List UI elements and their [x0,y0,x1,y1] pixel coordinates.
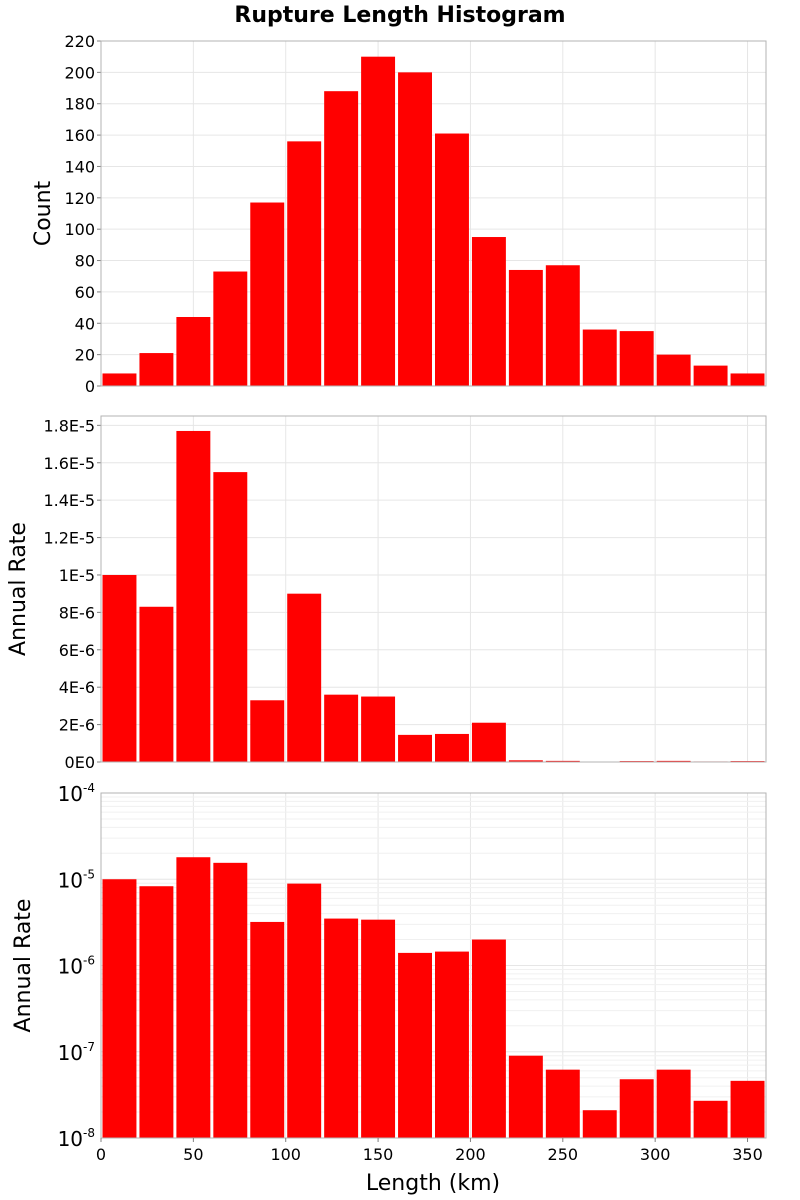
histogram-bar [471,237,506,386]
histogram-bar [398,72,432,386]
histogram-bar [139,353,174,386]
histogram-bar [656,354,691,386]
y-tick-label: 1.6E-5 [43,454,95,473]
histogram-bar [471,722,506,762]
y-tick-label: 120 [64,189,95,208]
histogram-bar [250,921,285,1138]
y-tick-label: 2E-6 [59,716,95,735]
histogram-bar [619,331,654,386]
y-tick-label: 10-6 [58,954,95,979]
histogram-bar [361,919,396,1138]
y-tick-label: 1E-5 [59,566,95,585]
x-tick-label: 50 [183,1145,203,1164]
histogram-bar [287,883,322,1138]
histogram-bar [471,939,506,1138]
histogram-bar [508,269,543,386]
x-tick-label: 200 [455,1145,486,1164]
y-tick-label: 100 [64,220,95,239]
plot-frame [100,40,767,387]
histogram-bar [287,593,322,762]
histogram-bar [619,1079,654,1138]
y-axis-label: Annual Rate [11,899,36,1033]
histogram-bar [693,365,728,386]
histogram-bar [324,918,359,1138]
histogram-bar [176,317,211,386]
histogram-bar [730,1080,765,1138]
histogram-bar [287,141,322,386]
annual-rate-linear-panel: 0E0 2E-6 4E-6 6E-6 8E-6 1E-5 1.2E-5 1.4E-5 1.6E-… [6,415,767,772]
histogram-bar [324,91,359,386]
plot-frame [100,415,767,763]
y-tick-label: 1.2E-5 [43,529,95,548]
y-tick-label: 10-7 [58,1040,95,1065]
histogram-bar [361,696,396,762]
chart-title: Rupture Length Histogram [234,3,565,28]
y-tick-label: 0 [85,377,95,396]
histogram-bar [102,879,137,1138]
histogram-bar [545,760,580,762]
histogram-bar [435,733,469,762]
y-tick-label: 40 [75,314,95,333]
y-tick-label: 10-5 [58,867,95,892]
histogram-bar [102,574,137,762]
histogram-bar [582,329,617,386]
histogram-bar [250,700,285,762]
histogram-bar [656,1069,691,1138]
y-tick-label: 0E0 [65,753,95,772]
x-tick-label: 250 [548,1145,579,1164]
histogram-bar [730,373,765,386]
histogram-bar [102,373,137,386]
histogram-bar [139,606,174,762]
histogram-bar [545,265,580,386]
histogram-bar [250,202,285,386]
y-tick-label: 20 [75,346,95,365]
x-tick-label: 100 [270,1145,301,1164]
histogram-bar [582,1110,617,1138]
y-tick-label: 4E-6 [59,678,95,697]
y-tick-label: 10-8 [58,1126,95,1151]
histogram-bar [545,1069,580,1138]
y-tick-label: 10-4 [58,781,95,806]
histogram-bar [176,857,211,1138]
y-tick-label: 220 [64,32,95,51]
histogram-bar [656,760,691,762]
x-tick-label: 350 [732,1145,763,1164]
histogram-bar [693,1100,728,1138]
x-tick-label: 300 [640,1145,671,1164]
histogram-bar [213,862,248,1138]
y-tick-label: 80 [75,252,95,271]
y-axis-label: Count [31,180,56,246]
x-tick-label: 150 [363,1145,394,1164]
histogram-bar [176,430,211,762]
y-tick-label: 8E-6 [59,603,95,622]
y-tick-label: 1.4E-5 [43,491,95,510]
histogram-bar [361,56,396,386]
count-histogram-panel: 0 20 40 60 80 100 120 140 160 180 200 220 Count [31,32,767,396]
histogram-bar [213,271,248,386]
y-tick-label: 6E-6 [59,641,95,660]
y-tick-label: 180 [64,95,95,114]
histogram-bar [435,133,469,386]
histogram-bar [435,951,469,1138]
histogram-bar [139,886,174,1138]
x-tick-label: 0 [96,1145,106,1164]
histogram-bar [508,1055,543,1138]
histogram-bar [324,694,359,762]
x-axis-label: Length (km) [366,1171,500,1196]
histogram-bar [398,734,432,762]
histogram-bar [213,472,248,762]
histogram-bar [508,760,543,762]
x-axis: 0 50 100 150 200 250 300 350 [96,1138,763,1164]
y-tick-label: 140 [64,157,95,176]
annual-rate-log-panel: 10-8 10-7 10-6 10-5 10-4 Annual Rate [11,781,767,1151]
y-tick-label: 60 [75,283,95,302]
plot-frame [100,792,767,1139]
y-tick-label: 1.8E-5 [43,416,95,435]
y-tick-label: 160 [64,126,95,145]
y-tick-label: 200 [64,63,95,82]
histogram-bar [398,952,432,1138]
y-axis-label: Annual Rate [6,522,31,656]
